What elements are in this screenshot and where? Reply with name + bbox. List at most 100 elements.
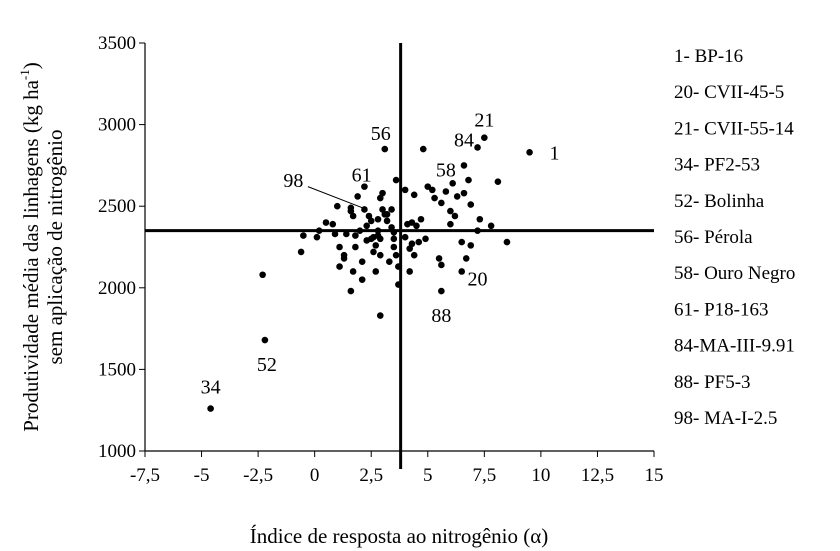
x-tick-label: 7,5 bbox=[472, 465, 496, 486]
point-label: 1 bbox=[549, 142, 559, 164]
data-point bbox=[352, 243, 359, 251]
data-point bbox=[442, 188, 450, 195]
y-axis-title-close: ) bbox=[19, 62, 43, 69]
x-tick-label: 15 bbox=[645, 465, 664, 486]
data-point bbox=[297, 248, 305, 256]
data-point bbox=[406, 268, 413, 275]
data-point bbox=[383, 217, 391, 225]
data-point bbox=[476, 215, 484, 223]
data-point bbox=[349, 268, 357, 275]
legend-entry: 58- Ouro Negro bbox=[674, 263, 795, 284]
data-point bbox=[390, 229, 398, 236]
data-point bbox=[438, 261, 445, 269]
data-point bbox=[313, 233, 321, 241]
y-axis-title-line1: Produtividade média das linhagens (kg ha… bbox=[17, 62, 43, 432]
data-point bbox=[451, 212, 459, 220]
data-point bbox=[374, 227, 382, 234]
data-points bbox=[207, 134, 533, 412]
data-point bbox=[388, 206, 395, 213]
data-point bbox=[458, 238, 466, 246]
data-point bbox=[259, 271, 266, 279]
data-point bbox=[376, 312, 384, 319]
data-point bbox=[379, 189, 386, 197]
data-point bbox=[404, 220, 411, 228]
data-point bbox=[392, 251, 400, 259]
data-point bbox=[503, 238, 511, 246]
point-label: 58 bbox=[436, 160, 456, 182]
reference-lines bbox=[145, 43, 654, 469]
data-point bbox=[336, 243, 343, 251]
data-point bbox=[365, 212, 373, 220]
x-tick-label: 12,5 bbox=[581, 465, 614, 486]
legend-entry: 21- CVII-55-14 bbox=[674, 118, 794, 139]
data-point bbox=[390, 235, 398, 243]
data-point bbox=[410, 251, 418, 259]
legend-entry: 56- Pérola bbox=[674, 227, 753, 248]
x-tick-label: 0 bbox=[310, 465, 320, 486]
data-point bbox=[422, 235, 429, 243]
legend-entry: 84-MA-III-9.91 bbox=[674, 336, 795, 357]
data-point bbox=[376, 194, 384, 202]
data-point bbox=[474, 144, 481, 151]
data-point bbox=[438, 199, 445, 207]
data-point bbox=[372, 242, 380, 249]
point-label: 56 bbox=[371, 123, 391, 145]
legend-entry: 34- PF2-53 bbox=[674, 155, 760, 176]
data-point bbox=[300, 232, 307, 239]
data-point bbox=[419, 145, 427, 153]
data-point bbox=[331, 230, 339, 238]
data-point bbox=[487, 222, 495, 230]
legend-entry: 1- BP-16 bbox=[674, 46, 743, 67]
y-tick-label: 1000 bbox=[98, 441, 136, 462]
data-point bbox=[383, 211, 391, 218]
data-point bbox=[449, 180, 456, 187]
x-axis-ticks: -7,5 -5 -2,5 0 2,5 5 7,5 10 12,5 15 bbox=[130, 451, 664, 486]
data-point bbox=[207, 405, 214, 412]
data-point bbox=[340, 255, 348, 262]
data-point bbox=[401, 186, 409, 194]
data-point bbox=[526, 149, 533, 156]
data-point bbox=[347, 207, 355, 215]
data-point bbox=[417, 215, 425, 223]
data-point bbox=[395, 281, 402, 288]
data-point bbox=[494, 178, 502, 186]
data-point bbox=[458, 268, 466, 275]
data-point bbox=[358, 258, 366, 265]
data-point bbox=[447, 220, 454, 228]
point-label: 98 bbox=[283, 170, 303, 192]
y-tick-label: 3000 bbox=[98, 115, 136, 136]
data-point bbox=[261, 336, 269, 344]
legend-entry: 88- PF5-3 bbox=[674, 372, 751, 393]
data-point bbox=[374, 215, 382, 223]
x-tick-label: 5 bbox=[423, 465, 433, 486]
data-point bbox=[474, 227, 481, 234]
y-axis-ticks: 1000 1500 2000 2500 3000 3500 bbox=[98, 33, 145, 462]
data-point bbox=[467, 201, 475, 208]
data-point bbox=[465, 176, 472, 184]
data-point bbox=[354, 193, 361, 200]
y-axis-title-main: Produtividade média das linhagens (kg ha bbox=[19, 79, 43, 431]
x-tick-label: 10 bbox=[531, 465, 550, 486]
legend-entry: 20- CVII-45-5 bbox=[674, 82, 784, 103]
data-point bbox=[347, 287, 355, 295]
data-point bbox=[447, 207, 454, 215]
point-label: 88 bbox=[431, 305, 451, 327]
x-tick-label: -2,5 bbox=[243, 465, 273, 486]
data-point bbox=[460, 162, 468, 169]
data-point bbox=[386, 258, 393, 265]
data-point bbox=[481, 134, 488, 141]
point-label: 34 bbox=[201, 377, 221, 399]
legend: 1- BP-16 20- CVII-45-5 21- CVII-55-14 34- P… bbox=[674, 46, 795, 429]
data-point bbox=[372, 268, 380, 275]
data-point bbox=[322, 219, 330, 226]
data-point bbox=[390, 243, 398, 251]
data-point bbox=[467, 242, 475, 249]
data-point bbox=[315, 227, 323, 234]
point-label: 21 bbox=[474, 110, 494, 132]
data-point bbox=[343, 230, 350, 238]
data-point bbox=[363, 222, 370, 230]
data-point bbox=[401, 233, 409, 241]
data-point bbox=[431, 194, 438, 202]
data-point bbox=[410, 191, 418, 199]
